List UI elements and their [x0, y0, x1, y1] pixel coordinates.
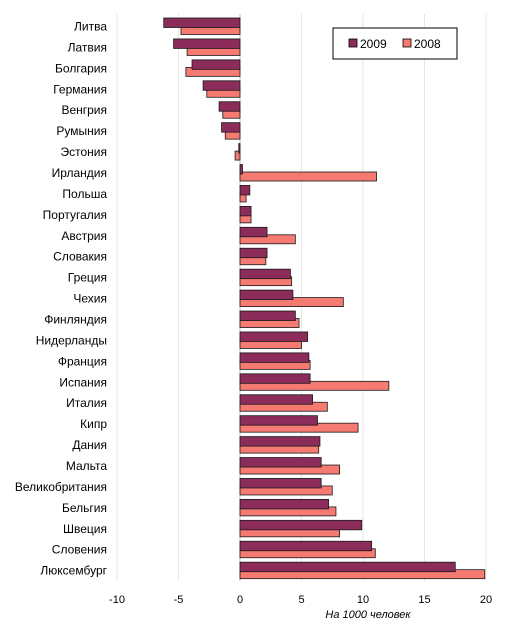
bar-2009 [239, 394, 313, 405]
bar-2008 [234, 150, 241, 161]
bar-2009 [218, 101, 241, 112]
bar-2009 [239, 164, 243, 175]
bar-2009 [239, 415, 318, 426]
category-label: Словения [52, 543, 107, 557]
bar-2009 [239, 436, 321, 447]
x-tick-label: 20 [480, 594, 492, 606]
category-label: Болгария [55, 61, 107, 75]
bar-2009 [239, 540, 373, 552]
category-label: Латвия [68, 40, 107, 54]
bars [163, 17, 486, 580]
bar-2009 [191, 59, 241, 70]
bar-2008 [239, 234, 296, 245]
bar-2008 [239, 171, 377, 182]
category-label: Чехия [73, 292, 107, 306]
category-label: Бельгия [62, 501, 107, 515]
legend-swatch-2008 [402, 38, 412, 48]
x-tick-label: 5 [298, 594, 304, 606]
bar-2009 [239, 268, 291, 280]
category-label: Греция [68, 271, 107, 285]
category-label: Дания [72, 438, 107, 452]
legend-label-2008: 2008 [414, 37, 441, 51]
bar-2009 [173, 38, 241, 49]
category-label: Эстония [61, 145, 108, 159]
category-label: Италия [66, 396, 107, 410]
category-label: Литва [74, 19, 107, 33]
category-label: Венгрия [61, 103, 107, 117]
bar-2009 [238, 143, 241, 154]
category-labels: Литва Латвия Болгария Германия Венгрия Румыни… [15, 19, 108, 577]
bar-2009 [239, 310, 296, 321]
category-label: Португалия [43, 208, 107, 222]
legend: 2009 2008 [332, 27, 458, 60]
category-label: Ирландия [52, 166, 107, 180]
bar-2009 [221, 122, 241, 133]
tick-labels: -10 -5 0 5 10 15 20 [109, 594, 492, 606]
category-label: Испания [59, 375, 107, 389]
x-tick-label: -5 [174, 594, 184, 606]
category-label: Нидерланды [36, 333, 107, 347]
bar-2009 [202, 80, 241, 91]
bar-2009 [239, 352, 310, 363]
x-tick-label: 0 [237, 594, 243, 606]
category-label: Кипр [80, 417, 107, 431]
category-label: Швеция [63, 522, 107, 536]
bar-2009 [239, 185, 251, 196]
bar-2009 [239, 226, 268, 238]
bar-2009 [163, 17, 241, 28]
category-label: Румыния [56, 124, 107, 138]
category-label: Польша [62, 187, 107, 201]
bar-2008 [239, 380, 390, 391]
category-label: Франция [58, 354, 107, 368]
category-label: Германия [53, 82, 107, 96]
bar-2009 [239, 519, 363, 531]
legend-label-2009: 2009 [360, 37, 387, 51]
bar-2009 [239, 561, 456, 573]
bar-2009 [239, 247, 268, 259]
x-tick-label: 15 [418, 594, 430, 606]
bar-2009 [239, 205, 252, 217]
category-label: Люксембург [40, 564, 107, 578]
x-tick-label: 10 [357, 594, 369, 606]
x-axis-title: На 1000 человек [325, 609, 411, 621]
bar-2009 [239, 478, 322, 489]
legend-swatch-2009 [348, 38, 358, 48]
bar-2009 [239, 498, 329, 510]
bar-2009 [239, 457, 322, 468]
bar-2009 [239, 373, 311, 384]
x-tick-label: -10 [109, 594, 125, 606]
category-label: Финляндия [44, 312, 107, 326]
bar-2009 [239, 331, 309, 342]
category-label: Мальта [66, 459, 107, 473]
category-label: Австрия [61, 229, 107, 243]
category-label: Великобритания [15, 480, 107, 494]
category-label: Словакия [53, 250, 107, 264]
bar-2009 [239, 289, 294, 300]
